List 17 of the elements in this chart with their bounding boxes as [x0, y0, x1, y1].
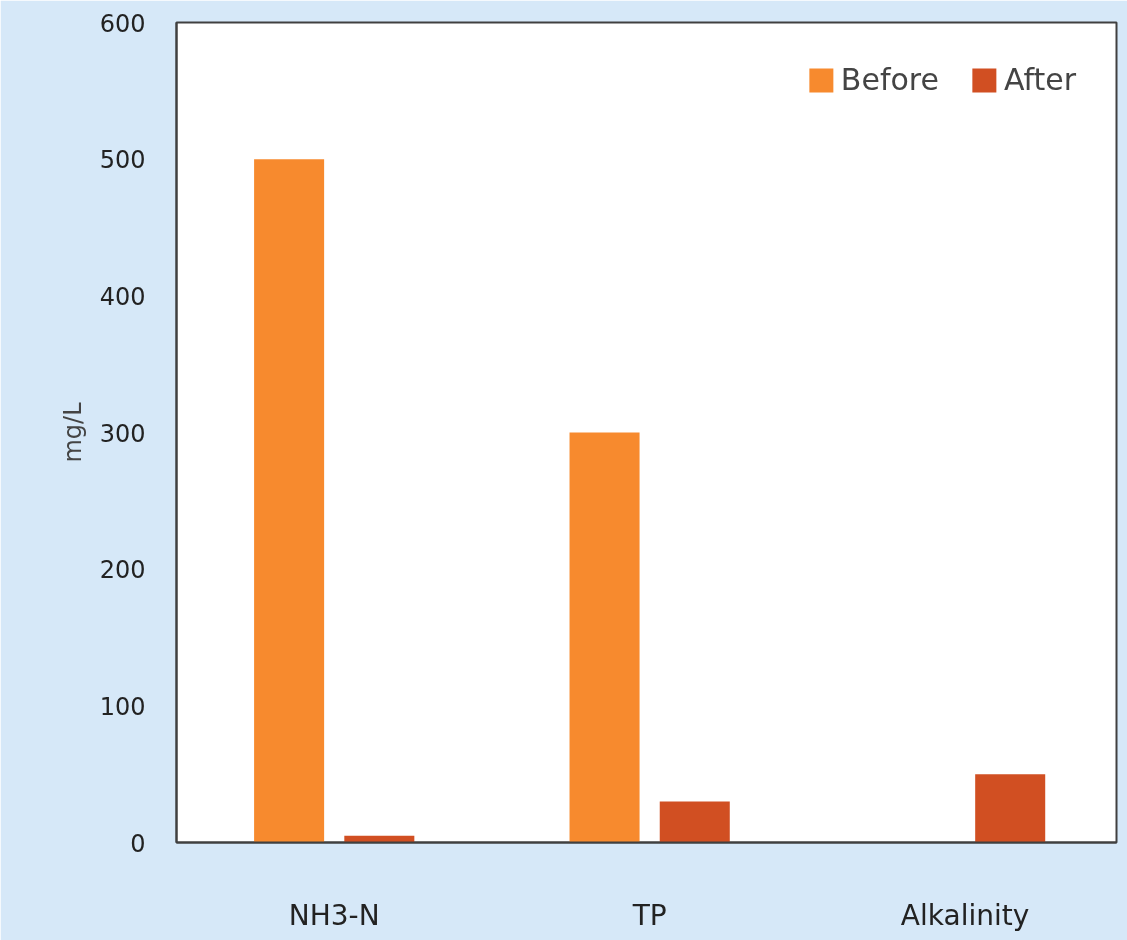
bar: [659, 801, 730, 843]
y-tick-label: 600: [99, 9, 146, 38]
x-tick-label: Alkalinity: [900, 898, 1030, 932]
bar: [975, 774, 1046, 843]
y-tick-label: 300: [99, 419, 146, 448]
y-tick-label: 0: [130, 829, 146, 858]
legend-label: Before: [840, 62, 939, 97]
x-tick-label: TP: [631, 898, 667, 932]
y-tick-label: 200: [99, 556, 146, 585]
bar: [569, 432, 640, 843]
legend-label: After: [1003, 62, 1076, 97]
y-tick-label: 100: [99, 692, 146, 721]
y-tick-label: 500: [99, 146, 146, 175]
y-tick-label: 400: [99, 282, 146, 311]
x-tick-label: NH3-N: [288, 898, 380, 932]
bar: [254, 159, 325, 843]
y-axis-title: mg/L: [58, 401, 87, 463]
